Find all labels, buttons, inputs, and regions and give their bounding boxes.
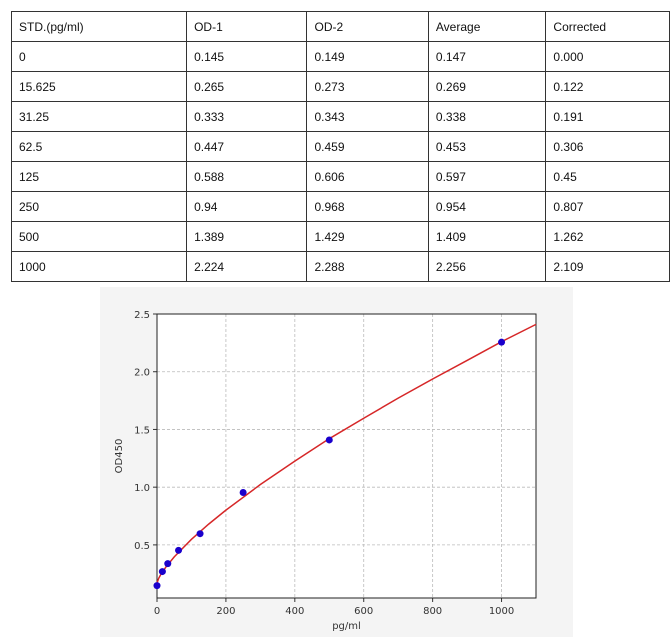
table-row: 250 0.94 0.968 0.954 0.807 <box>10 191 670 222</box>
table-cell: 1.429 <box>306 221 429 252</box>
standard-curve-chart: 0 200 400 600 800 1000 0.5 1.0 1.5 2.0 2.5 pg/ml OD4… <box>100 287 573 637</box>
y-tick-label: 0.5 <box>134 541 150 552</box>
y-tick-label: 2.0 <box>134 368 150 379</box>
table-cell: 0.606 <box>306 161 429 192</box>
plot-area <box>157 314 536 598</box>
table-cell: 0.273 <box>306 71 429 102</box>
table-row: 125 0.588 0.606 0.597 0.45 <box>10 161 670 192</box>
table-cell: 125 <box>10 161 188 192</box>
data-point <box>196 530 204 538</box>
table-cell: 0.265 <box>186 71 308 102</box>
table-row: 1000 2.224 2.288 2.256 2.109 <box>10 251 670 282</box>
table-cell: 0.338 <box>427 101 547 132</box>
data-point <box>498 338 506 346</box>
table-row: 15.625 0.265 0.273 0.269 0.122 <box>10 71 670 102</box>
table-row: 31.25 0.333 0.343 0.338 0.191 <box>10 101 670 132</box>
table-cell: 0.94 <box>186 191 308 222</box>
table-row: 500 1.389 1.429 1.409 1.262 <box>10 221 670 252</box>
y-axis-label: OD450 <box>114 439 125 474</box>
x-tick-label: 1000 <box>489 606 514 617</box>
table-cell: 0.122 <box>545 71 670 102</box>
data-point <box>239 488 247 496</box>
table-cell: 0.191 <box>545 101 670 132</box>
table-cell: 0.306 <box>545 131 670 162</box>
x-axis-label: pg/ml <box>332 621 361 632</box>
y-tick-label: 1.0 <box>134 483 150 494</box>
table-row: 62.5 0.447 0.459 0.453 0.306 <box>10 131 670 162</box>
table-header-row: STD.(pg/ml) OD-1 OD-2 Average Corrected <box>10 11 670 42</box>
x-tick-label: 800 <box>423 606 442 617</box>
standards-table: STD.(pg/ml) OD-1 OD-2 Average Corrected 0 0.14… <box>10 11 670 282</box>
column-header: Average <box>427 11 547 42</box>
table-cell: 31.25 <box>10 101 188 132</box>
column-header: OD-2 <box>306 11 429 42</box>
table-cell: 0.145 <box>186 41 308 72</box>
plot-frame <box>156 313 537 599</box>
table-cell: 0.45 <box>545 161 670 192</box>
data-point <box>164 560 172 568</box>
table-cell: 0.269 <box>427 71 547 102</box>
chart-svg: 0 200 400 600 800 1000 0.5 1.0 1.5 2.0 2.5 pg/ml OD4… <box>114 310 537 632</box>
table-row: 0 0.145 0.149 0.147 0.000 <box>10 41 670 72</box>
table-cell: 62.5 <box>10 131 188 162</box>
table-cell: 0.968 <box>306 191 429 222</box>
table-cell: 1.389 <box>186 221 308 252</box>
table-cell: 0.000 <box>545 41 670 72</box>
data-point <box>158 568 166 576</box>
table-cell: 1000 <box>10 251 188 282</box>
data-point <box>175 546 183 554</box>
data-point <box>325 436 333 444</box>
table-cell: 0.149 <box>306 41 429 72</box>
table-cell: 0.333 <box>186 101 308 132</box>
table-cell: 0.588 <box>186 161 308 192</box>
table-cell: 0.447 <box>186 131 308 162</box>
x-tick-label: 600 <box>354 606 373 617</box>
table-cell: 0.807 <box>545 191 670 222</box>
table-cell: 2.288 <box>306 251 429 282</box>
table-cell: 0.597 <box>427 161 547 192</box>
table-cell: 0.453 <box>427 131 547 162</box>
table-cell: 500 <box>10 221 188 252</box>
table-cell: 2.109 <box>545 251 670 282</box>
table-cell: 250 <box>10 191 188 222</box>
table-cell: 2.256 <box>427 251 547 282</box>
x-tick-label: 200 <box>216 606 235 617</box>
x-tick-label: 0 <box>154 606 160 617</box>
table-cell: 1.409 <box>427 221 547 252</box>
table-cell: 0.343 <box>306 101 429 132</box>
table-cell: 0.954 <box>427 191 547 222</box>
table-cell: 2.224 <box>186 251 308 282</box>
y-tick-label: 2.5 <box>134 310 150 321</box>
table-cell: 1.262 <box>545 221 670 252</box>
data-point <box>153 582 161 590</box>
column-header: Corrected <box>545 11 670 42</box>
table-cell: 0 <box>10 41 188 72</box>
x-tick-label: 400 <box>285 606 304 617</box>
table-cell: 0.459 <box>306 131 429 162</box>
column-header: STD.(pg/ml) <box>10 11 188 42</box>
column-header: OD-1 <box>186 11 308 42</box>
table-cell: 15.625 <box>10 71 188 102</box>
y-tick-label: 1.5 <box>134 425 150 436</box>
table-cell: 0.147 <box>427 41 547 72</box>
